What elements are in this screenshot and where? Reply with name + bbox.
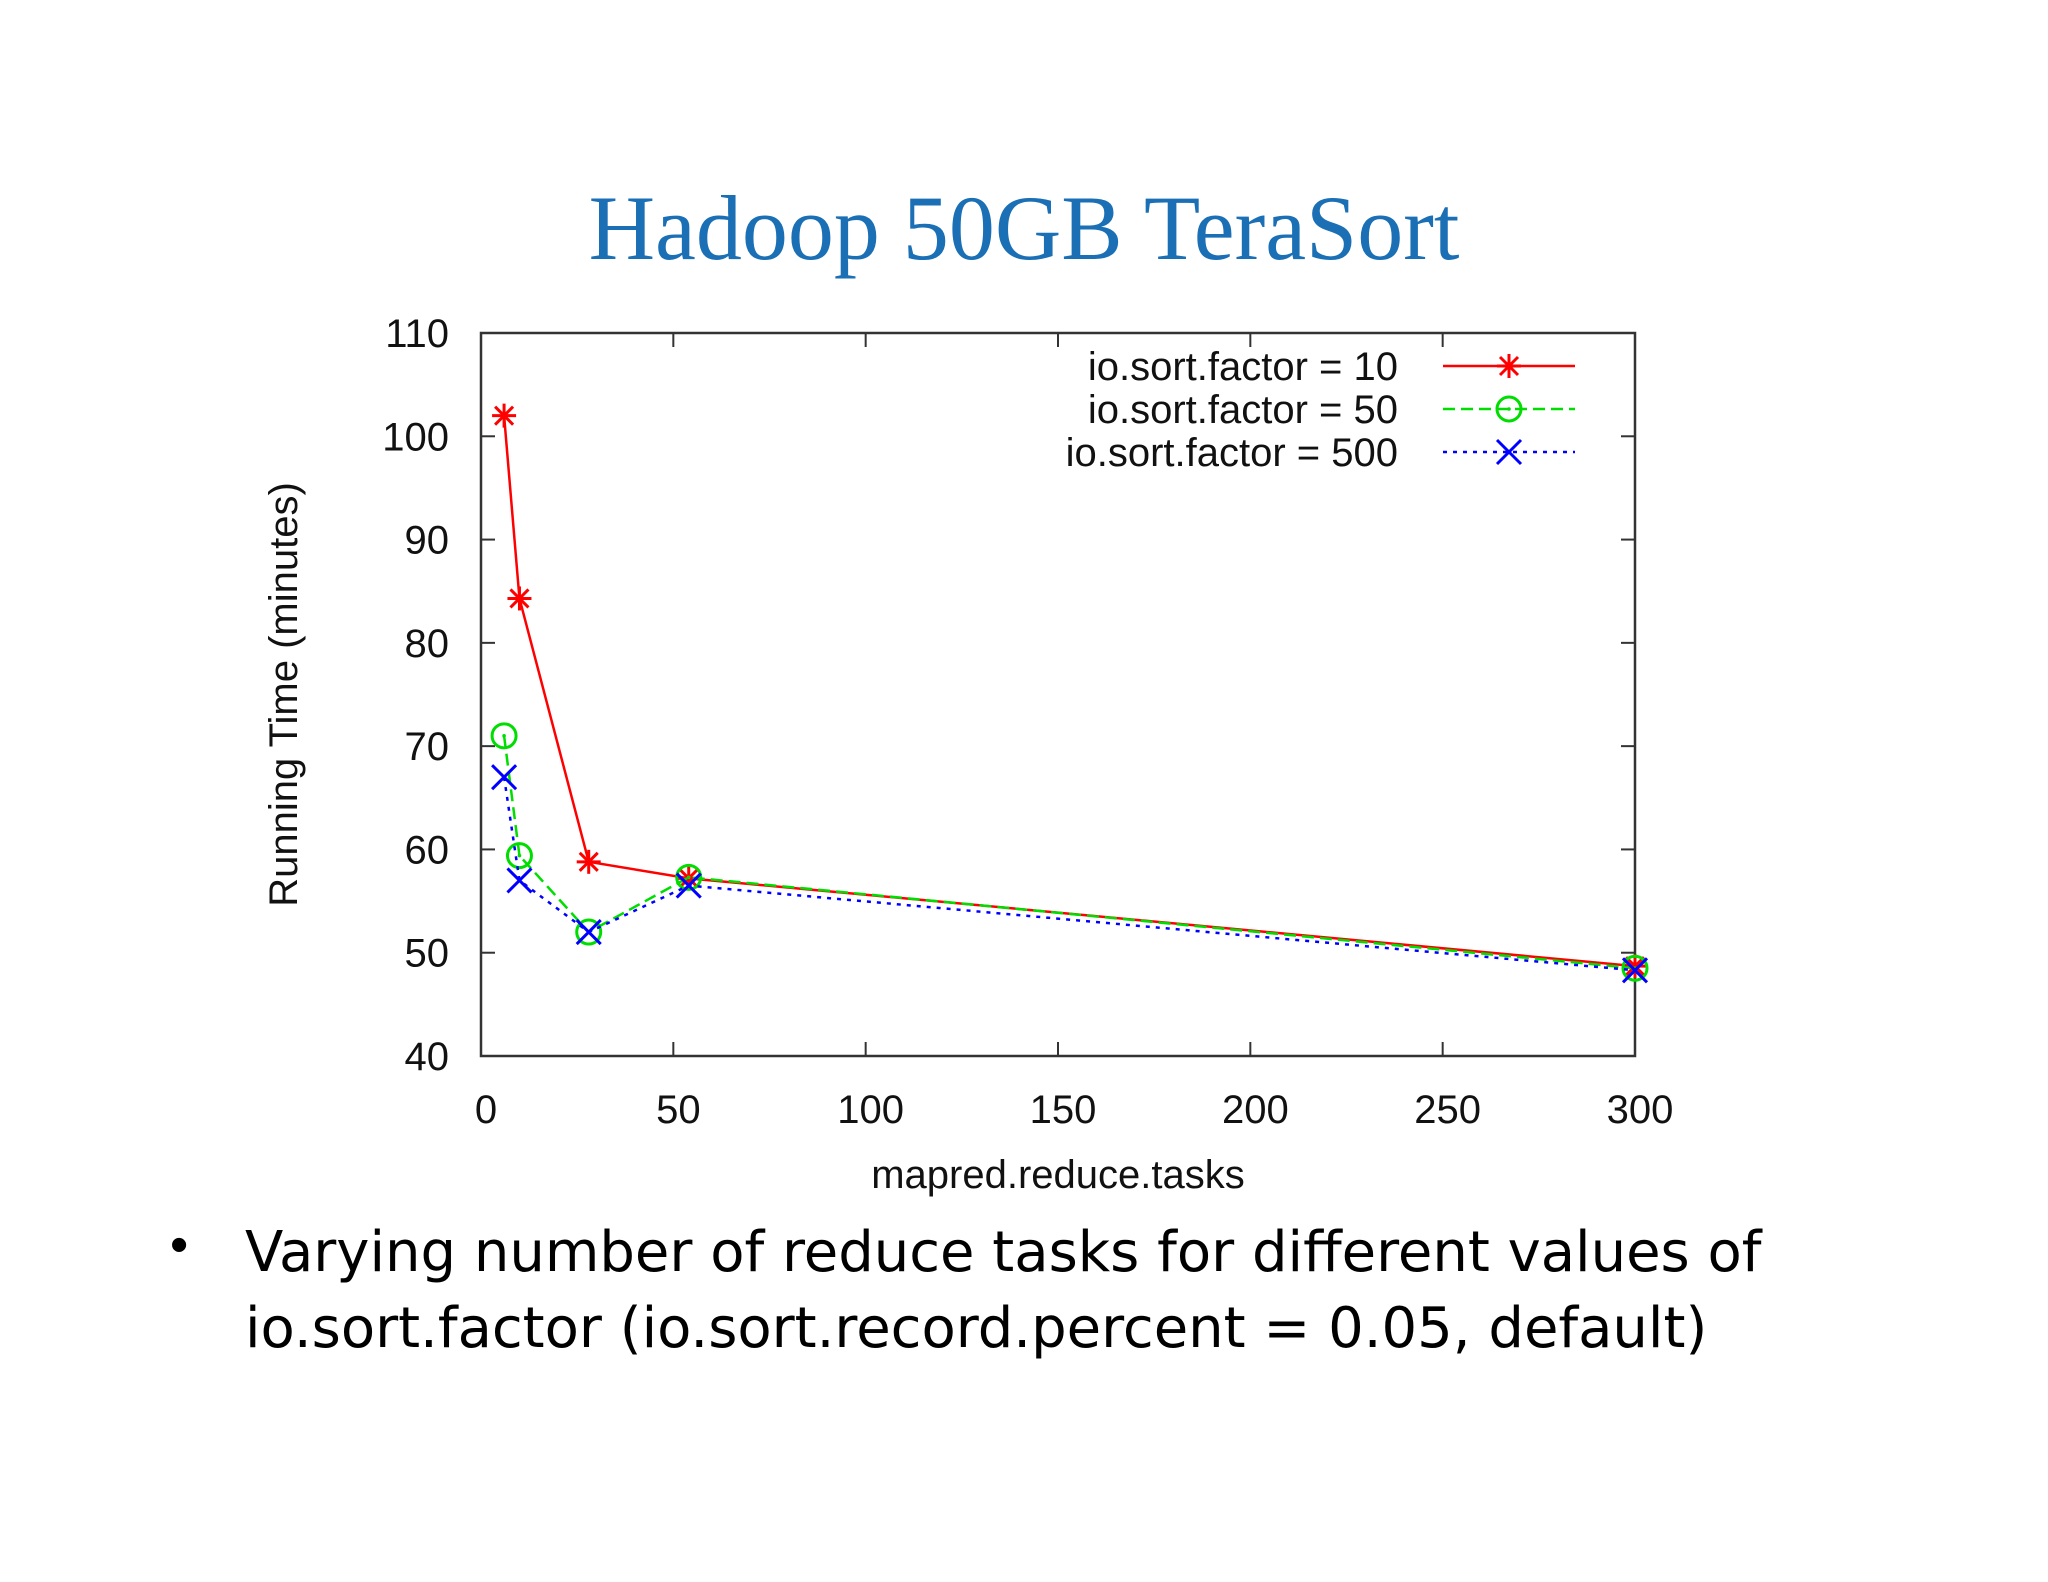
legend-label: io.sort.factor = 500 [1066,431,1398,475]
series-asterisk [492,403,1647,979]
x-tick-label: 0 [475,1088,497,1132]
y-tick-label: 40 [405,1035,450,1079]
series-circle [490,722,1649,982]
x-tick-label: 50 [656,1088,701,1132]
series-x [491,764,1649,984]
x-tick-label: 300 [1607,1088,1674,1132]
legend-label: io.sort.factor = 50 [1088,388,1398,432]
y-tick-label: 110 [385,312,449,356]
y-tick-label: 60 [405,828,450,872]
bullet-text: Varying number of reduce tasks for diffe… [245,1220,1762,1361]
y-tick-label: 70 [405,725,450,769]
y-tick-label: 50 [405,932,450,976]
plot-frame [479,331,1637,1058]
x-axis-label: mapred.reduce.tasks [871,1153,1245,1197]
y-tick-label: 90 [405,519,450,563]
x-tick-label: 100 [837,1088,904,1132]
bullet-icon: • [170,1216,189,1274]
y-tick-label: 80 [405,622,450,666]
chart-series [490,403,1649,984]
x-tick-label: 150 [1030,1088,1097,1132]
slide-title: Hadoop 50GB TeraSort [588,177,1460,279]
legend-label: io.sort.factor = 10 [1088,345,1398,389]
chart-axes: 40 50 60 70 80 90 100 110 0 50 100 150 200 250 300 mapr… [262,312,1673,1197]
y-axis-label: Running Time (minutes) [262,482,306,907]
x-tick-label: 250 [1414,1088,1481,1132]
x-tick-label: 200 [1222,1088,1289,1132]
y-tick-label: 100 [382,415,449,459]
